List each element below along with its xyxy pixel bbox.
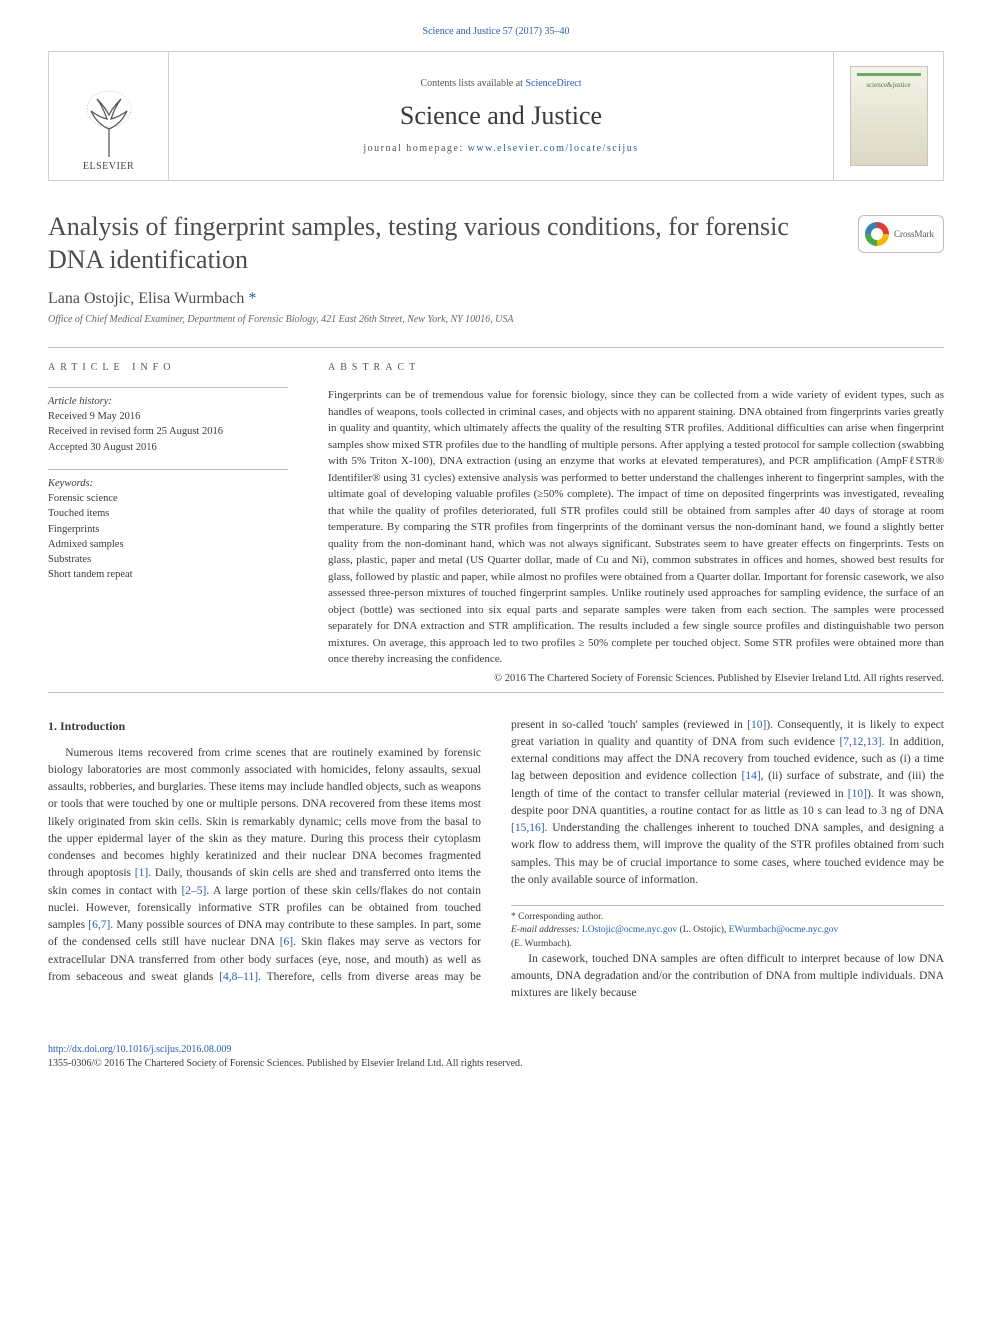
body-text: Numerous items recovered from crime scen… xyxy=(48,747,481,880)
history-heading: Article history: xyxy=(48,394,288,409)
email-name: (L. Ostojic), xyxy=(677,925,728,935)
ref-link[interactable]: [4,8–11] xyxy=(219,971,258,983)
page-footer: http://dx.doi.org/10.1016/j.scijus.2016.… xyxy=(48,1043,944,1071)
issn-line: 1355-0306/© 2016 The Chartered Society o… xyxy=(48,1057,944,1071)
abstract: ABSTRACT Fingerprints can be of tremendo… xyxy=(328,362,944,684)
info-abstract-row: ARTICLE INFO Article history: Received 9… xyxy=(48,362,944,684)
body-columns: 1. Introduction Numerous items recovered… xyxy=(48,717,944,1003)
doi-link[interactable]: http://dx.doi.org/10.1016/j.scijus.2016.… xyxy=(48,1044,231,1055)
email-name-2: (E. Wurmbach). xyxy=(511,938,944,951)
received-date: Received 9 May 2016 xyxy=(48,409,288,424)
journal-cover: science&justice xyxy=(850,66,928,166)
journal-cover-text: science&justice xyxy=(851,81,927,89)
title-row: Analysis of fingerprint samples, testing… xyxy=(48,211,944,276)
info-label: ARTICLE INFO xyxy=(48,362,288,373)
abstract-copyright: © 2016 The Chartered Society of Forensic… xyxy=(328,673,944,684)
header-center: Contents lists available at ScienceDirec… xyxy=(169,52,833,180)
ref-link[interactable]: [15,16] xyxy=(511,822,545,834)
article-title: Analysis of fingerprint samples, testing… xyxy=(48,211,838,276)
sciencedirect-link[interactable]: ScienceDirect xyxy=(525,78,581,89)
ref-link[interactable]: [6] xyxy=(280,936,293,948)
accepted-date: Accepted 30 August 2016 xyxy=(48,440,288,455)
corr-author-note: * Corresponding author. xyxy=(511,911,944,924)
ref-link[interactable]: [10] xyxy=(848,788,867,800)
ref-link[interactable]: [14] xyxy=(742,770,761,782)
keyword: Admixed samples xyxy=(48,537,288,552)
homepage-link[interactable]: www.elsevier.com/locate/scijus xyxy=(468,143,639,154)
intro-heading: 1. Introduction xyxy=(48,717,481,735)
keywords-block: Keywords: Forensic science Touched items… xyxy=(48,469,288,583)
crossmark-badge[interactable]: CrossMark xyxy=(858,215,944,253)
history-block: Article history: Received 9 May 2016 Rec… xyxy=(48,387,288,455)
ref-link[interactable]: [7,12,13] xyxy=(839,736,881,748)
journal-name: Science and Justice xyxy=(400,101,602,131)
keyword: Substrates xyxy=(48,552,288,567)
keyword: Touched items xyxy=(48,506,288,521)
cover-cell: science&justice xyxy=(833,52,943,180)
article-info: ARTICLE INFO Article history: Received 9… xyxy=(48,362,288,684)
ref-link[interactable]: [10] xyxy=(747,719,766,731)
revised-date: Received in revised form 25 August 2016 xyxy=(48,424,288,439)
journal-header: ELSEVIER Contents lists available at Sci… xyxy=(48,51,944,181)
keywords-heading: Keywords: xyxy=(48,476,288,491)
citation-link[interactable]: Science and Justice 57 (2017) 35–40 xyxy=(423,26,570,37)
elsevier-tree-icon xyxy=(79,89,139,159)
ref-link[interactable]: [6,7] xyxy=(88,919,110,931)
email-label: E-mail addresses: xyxy=(511,925,580,935)
affiliation: Office of Chief Medical Examiner, Depart… xyxy=(48,314,944,325)
abstract-text: Fingerprints can be of tremendous value … xyxy=(328,387,944,668)
elsevier-logo: ELSEVIER xyxy=(79,89,139,172)
footnote-block: * Corresponding author. E-mail addresses… xyxy=(511,905,944,951)
abstract-label: ABSTRACT xyxy=(328,362,944,373)
crossmark-label: CrossMark xyxy=(894,229,934,239)
authors: Lana Ostojic, Elisa Wurmbach * xyxy=(48,290,944,308)
top-citation: Science and Justice 57 (2017) 35–40 xyxy=(48,20,944,51)
crossmark-icon xyxy=(865,222,889,246)
body-text: . Understanding the challenges inherent … xyxy=(511,822,944,886)
email-link[interactable]: EWurmbach@ocme.nyc.gov xyxy=(729,925,839,935)
homepage-line: journal homepage: www.elsevier.com/locat… xyxy=(363,143,638,154)
body-para-2: In casework, touched DNA samples are oft… xyxy=(511,951,944,1003)
keyword: Forensic science xyxy=(48,491,288,506)
publisher-name: ELSEVIER xyxy=(83,161,134,172)
divider-bottom xyxy=(48,692,944,693)
publisher-cell: ELSEVIER xyxy=(49,52,169,180)
email-line: E-mail addresses: LOstojic@ocme.nyc.gov … xyxy=(511,924,944,937)
contents-prefix: Contents lists available at xyxy=(420,78,525,89)
contents-line: Contents lists available at ScienceDirec… xyxy=(420,78,581,89)
corr-author-link[interactable]: * xyxy=(248,290,256,307)
ref-link[interactable]: [1] xyxy=(135,867,148,879)
homepage-prefix: journal homepage: xyxy=(363,143,467,154)
email-link[interactable]: LOstojic@ocme.nyc.gov xyxy=(582,925,677,935)
keyword: Short tandem repeat xyxy=(48,567,288,582)
author-names: Lana Ostojic, Elisa Wurmbach xyxy=(48,290,248,307)
ref-link[interactable]: [2–5] xyxy=(181,885,206,897)
divider-top xyxy=(48,347,944,348)
keyword: Fingerprints xyxy=(48,522,288,537)
